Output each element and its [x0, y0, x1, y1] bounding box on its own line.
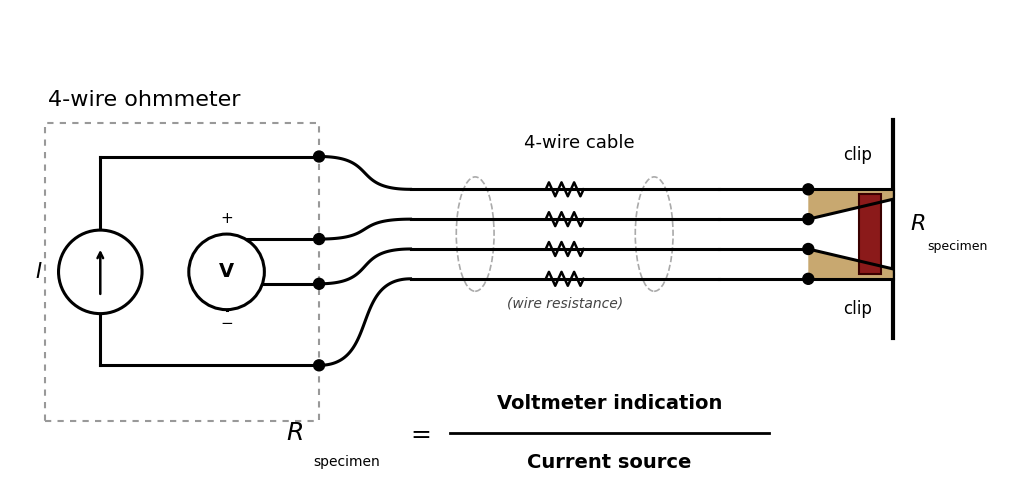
Circle shape: [802, 273, 813, 284]
Polygon shape: [808, 189, 892, 219]
Bar: [858, 194, 880, 274]
Text: V: V: [218, 262, 234, 282]
Text: Current source: Current source: [527, 453, 691, 472]
Circle shape: [313, 151, 325, 162]
Bar: [44, 123, 318, 421]
Circle shape: [802, 214, 813, 225]
Text: −: −: [220, 316, 233, 330]
Text: specimen: specimen: [927, 240, 987, 253]
Text: (wire resistance): (wire resistance): [507, 297, 622, 311]
Text: specimen: specimen: [312, 455, 379, 469]
Circle shape: [313, 278, 325, 289]
Text: 4-wire cable: 4-wire cable: [524, 133, 634, 152]
Circle shape: [189, 234, 264, 310]
Text: clip: clip: [843, 300, 871, 318]
Circle shape: [802, 244, 813, 254]
Text: $I$: $I$: [34, 262, 42, 282]
Text: 4-wire ohmmeter: 4-wire ohmmeter: [48, 90, 240, 110]
Text: $R$: $R$: [909, 214, 924, 234]
Circle shape: [313, 234, 325, 245]
Circle shape: [313, 360, 325, 371]
Circle shape: [802, 184, 813, 195]
Text: Voltmeter indication: Voltmeter indication: [496, 394, 722, 412]
Polygon shape: [808, 249, 892, 279]
Text: clip: clip: [843, 146, 871, 164]
Text: +: +: [220, 211, 233, 226]
Text: $=$: $=$: [405, 421, 431, 445]
Text: $R$: $R$: [286, 421, 303, 445]
Circle shape: [59, 230, 142, 314]
